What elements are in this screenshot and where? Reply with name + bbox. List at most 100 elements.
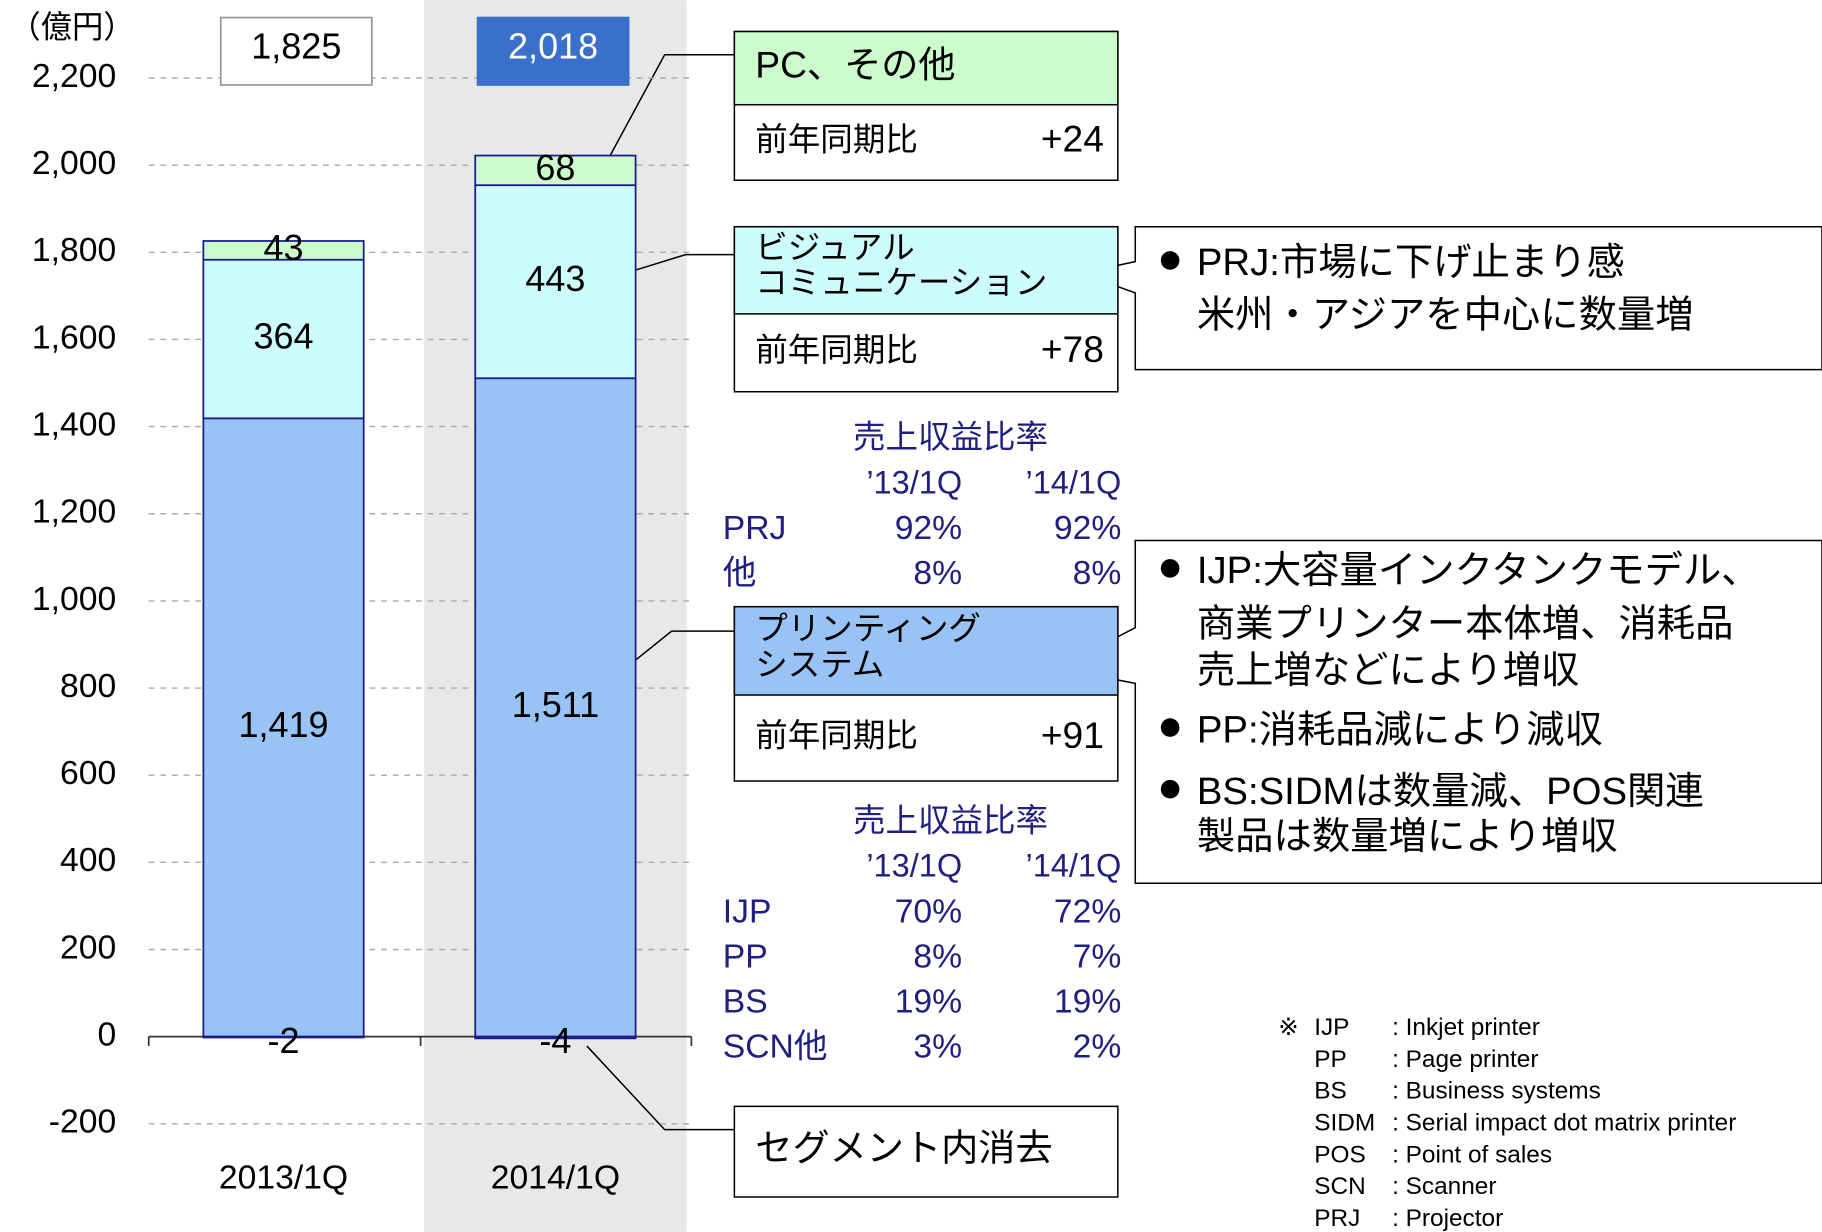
table-cell: SCN他: [723, 1028, 828, 1065]
callout-header: [733, 30, 1119, 106]
note-abbr: BS: [1314, 1078, 1347, 1105]
callout-title: PC、その他: [755, 43, 955, 85]
note-text: : Page printer: [1392, 1046, 1538, 1073]
x-tick-label: 2014/1Q: [491, 1159, 620, 1196]
note-text: : Scanner: [1392, 1173, 1496, 1200]
table-cell: 8%: [913, 555, 962, 592]
data-label: 1,419: [238, 704, 328, 745]
comment-text: BS:SIDMは数量減、POS関連: [1197, 770, 1704, 813]
y-tick-label: 200: [60, 929, 116, 966]
note-abbr: SCN: [1314, 1173, 1366, 1200]
note-abbr: PP: [1314, 1046, 1347, 1073]
table-cell: 19%: [1054, 983, 1121, 1020]
table-cell: 92%: [1054, 510, 1121, 547]
bullet: [1160, 251, 1180, 270]
table-cell: 92%: [895, 510, 962, 547]
table-cell: BS: [723, 983, 768, 1020]
comment-box: [1077, 225, 1822, 371]
x-tick-label: 2013/1Q: [219, 1159, 348, 1196]
y-tick-label: 0: [97, 1017, 116, 1054]
callout-box: [733, 1105, 1119, 1198]
bar-segment: [474, 1035, 637, 1040]
y-tick-label: 800: [60, 668, 116, 705]
callout-title: ビジュアル: [755, 230, 914, 266]
table-column: ’14/1Q: [1026, 464, 1122, 500]
y-tick-label: 2,000: [32, 145, 116, 182]
data-label: 68: [535, 147, 575, 188]
comment-box: [1055, 539, 1822, 885]
callout-yoy: +91: [1041, 714, 1104, 756]
y-tick-label: 1,200: [32, 494, 116, 531]
y-tick-label: 400: [60, 842, 116, 879]
callout-label: 前年同期比: [755, 122, 918, 158]
total-box: [476, 16, 630, 86]
table-cell: 72%: [1054, 893, 1121, 930]
bar-segment: [474, 154, 637, 187]
callout-title: コミュニケーション: [755, 264, 1047, 300]
callout-title: プリンティング: [755, 611, 981, 647]
unit-label: （億円）: [9, 9, 134, 44]
table-column: ’13/1Q: [866, 848, 962, 884]
comment-text: 米州・アジアを中心に数量増: [1197, 293, 1694, 336]
callout-header: [733, 605, 1119, 696]
data-label: 443: [525, 258, 585, 299]
table-cell: 他: [723, 555, 757, 592]
callout-title: システム: [755, 647, 884, 683]
comment-text: PRJ:市場に下げ止まり感: [1197, 241, 1625, 284]
table-cell: 3%: [913, 1028, 962, 1065]
y-tick-label: 2,200: [32, 58, 116, 95]
note-text: : Inkjet printer: [1392, 1014, 1540, 1041]
table-cell: 19%: [895, 983, 962, 1020]
table-cell: 2%: [1073, 1028, 1122, 1065]
leader-line: [602, 54, 735, 169]
table-cell: PRJ: [723, 510, 787, 547]
note-text: : Projector: [1392, 1205, 1503, 1232]
notes-mark: ※: [1278, 1014, 1298, 1041]
note-abbr: PRJ: [1314, 1205, 1360, 1232]
table-cell: PP: [723, 938, 768, 975]
table-cell: 70%: [895, 893, 962, 930]
bullet: [1160, 559, 1180, 578]
y-tick-label: 600: [60, 755, 116, 792]
comment-text: 商業プリンター本体増、消耗品: [1197, 603, 1734, 646]
data-label: -4: [539, 1020, 571, 1061]
callout-yoy: +24: [1041, 118, 1104, 160]
table-cell: 8%: [913, 938, 962, 975]
callout-label: 前年同期比: [755, 332, 918, 368]
y-tick-label: -200: [49, 1104, 116, 1141]
total-label: 1,825: [251, 25, 341, 66]
callout-yoy: +78: [1041, 328, 1104, 370]
total-box: [219, 16, 373, 86]
bar-segment: [202, 240, 365, 261]
leader-line: [586, 1045, 735, 1131]
note-text: : Business systems: [1392, 1078, 1601, 1105]
y-tick-label: 1,400: [32, 407, 116, 444]
comment-text: IJP:大容量インクタンクモデル、: [1197, 549, 1760, 592]
table-title: 売上収益比率: [853, 802, 1048, 838]
data-label: 43: [263, 227, 303, 268]
note-abbr: IJP: [1314, 1014, 1349, 1041]
data-label: -2: [268, 1020, 300, 1061]
bar-segment: [474, 184, 637, 380]
table-title: 売上収益比率: [853, 419, 1048, 455]
comment-text: 売上増などにより増収: [1197, 649, 1580, 692]
bar-segment: [202, 258, 365, 420]
table-cell: 7%: [1073, 938, 1122, 975]
data-label: 1,511: [512, 684, 599, 725]
data-label: 364: [253, 316, 313, 357]
note-text: : Serial impact dot matrix printer: [1392, 1109, 1736, 1136]
callout-header: [733, 225, 1119, 315]
bar-segment: [202, 1035, 365, 1039]
note-abbr: SIDM: [1314, 1109, 1375, 1136]
bar-segment: [474, 377, 637, 1038]
note-text: : Point of sales: [1392, 1141, 1552, 1168]
callout-label: 前年同期比: [755, 718, 918, 754]
y-tick-label: 1,000: [32, 581, 116, 618]
bullet: [1160, 718, 1180, 737]
y-tick-label: 1,800: [32, 232, 116, 269]
bullet: [1160, 779, 1180, 799]
note-abbr: POS: [1314, 1141, 1366, 1168]
callout-title: セグメント内消去: [755, 1126, 1052, 1168]
